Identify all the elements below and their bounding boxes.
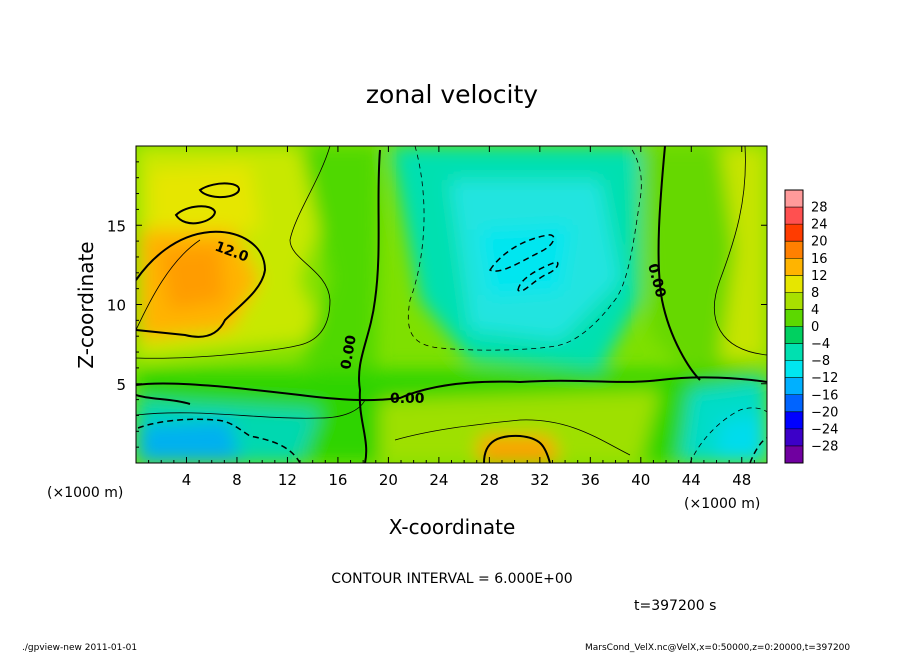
x-tick-label: 8	[232, 471, 242, 489]
colorbar-label: −28	[811, 439, 838, 454]
contour-minus6-center	[407, 146, 642, 351]
y-tick-label: 10	[107, 297, 126, 315]
colorbar: 28 24 20 16 12 8 4 0 −4 −8 −12 −16 −20 −24 −28	[784, 189, 838, 464]
colorbar-swatch	[785, 428, 803, 447]
contour-interval-text: CONTOUR INTERVAL = 6.000E+00	[331, 571, 572, 587]
contour-12-main-left	[136, 230, 267, 338]
colorbar-label: −4	[811, 337, 830, 352]
x-tick-label: 16	[328, 471, 347, 489]
x-tick-label: 36	[581, 471, 600, 489]
colorbar-label: 8	[811, 286, 819, 301]
contour-6-lower-left-band	[136, 399, 366, 419]
colorbar-swatch	[785, 445, 803, 464]
x-tick-label: 32	[530, 471, 549, 489]
colorbar-label: 24	[811, 218, 828, 233]
colorbar-swatch	[785, 241, 803, 259]
colorbar-swatch	[785, 258, 803, 276]
colorbar-swatch	[785, 292, 803, 310]
x-tick-label: 48	[732, 471, 751, 489]
x-tick-label: 44	[682, 471, 701, 489]
x-tick-label: 28	[480, 471, 499, 489]
y-tick-label: 5	[116, 376, 126, 394]
x-axis-ticks: 4 8 12 16 20 24 28 32 36 40 44 48	[148, 146, 755, 489]
colorbar-swatch	[785, 326, 803, 345]
colorbar-swatch	[785, 275, 803, 293]
colorbar-label: −8	[811, 354, 830, 369]
x-tick-label: 4	[182, 471, 192, 489]
contour-6-left-band	[136, 146, 331, 359]
field-green-left	[300, 146, 380, 400]
colorbar-label: 12	[811, 269, 828, 284]
colorbar-swatch	[785, 411, 803, 430]
field-yellow-right	[720, 146, 767, 360]
colorbar-swatch	[785, 207, 803, 225]
colorbar-label: 20	[811, 235, 828, 250]
colorbar-label: 0	[811, 320, 819, 335]
footer-right: MarsCond_VelX.nc@VelX,x=0:50000,z=0:2000…	[585, 643, 850, 653]
contour-0-right-vertical	[657, 146, 701, 381]
colorbar-swatch	[785, 224, 803, 242]
field-blue-lower-left	[140, 420, 240, 463]
time-text: t=397200 s	[634, 598, 716, 614]
colorbar-label: −16	[811, 388, 838, 403]
footer-left: ./gpview-new 2011-01-01	[22, 643, 137, 653]
colorbar-swatch	[785, 309, 803, 327]
colorbar-swatch	[785, 190, 803, 208]
colorbar-label: −12	[811, 371, 838, 386]
contour-6-right-band	[714, 146, 767, 356]
contour-minus12-lower-left	[137, 418, 301, 463]
contour-0-left-vertical	[358, 149, 381, 463]
contour-12-upper-left	[198, 182, 240, 198]
contour-6-lower-center	[394, 419, 631, 456]
colorbar-label: 16	[811, 252, 828, 267]
x-unit-left: (×1000 m)	[47, 485, 123, 501]
contour-minus6-lower-right	[689, 407, 767, 463]
chart-title: zonal velocity	[366, 80, 538, 109]
x-tick-label: 12	[278, 471, 297, 489]
field-lightblue-lower-right	[715, 415, 767, 463]
colorbar-swatch	[785, 343, 803, 362]
field-deep-orange-left	[160, 245, 225, 310]
y-axis-label: Z-coordinate	[74, 241, 98, 368]
colorbar-label: −24	[811, 422, 838, 437]
y-axis-ticks: 5 10 15	[107, 161, 767, 448]
contour-minus12-center-small	[517, 261, 559, 292]
x-tick-label: 40	[631, 471, 650, 489]
x-axis-label: X-coordinate	[389, 515, 516, 539]
y-tick-label: 15	[107, 217, 126, 235]
contour-minus12-lower-right	[749, 437, 767, 463]
field-yellow-lower	[380, 390, 660, 463]
contour-12-small-left	[174, 205, 217, 225]
plot-area: 12.0 0.00 0.00 0.00	[136, 146, 767, 463]
contour-label-0-left: 0.00	[338, 334, 360, 371]
colorbar-swatch	[785, 377, 803, 396]
contour-0-lower-left	[136, 394, 191, 405]
x-unit-right: (×1000 m)	[684, 496, 760, 512]
field-orange-bottom-center	[478, 436, 560, 463]
x-tick-label: 20	[379, 471, 398, 489]
colorbar-swatch	[785, 394, 803, 413]
colorbar-swatch	[785, 360, 803, 379]
colorbar-label: −20	[811, 405, 838, 420]
contour-12-bottom-center	[483, 434, 551, 463]
x-tick-label: 24	[429, 471, 448, 489]
contour-label-0-bottom: 0.00	[390, 391, 425, 407]
contour-6-upper	[136, 239, 201, 331]
colorbar-label: 28	[811, 201, 828, 216]
contour-0-bottom	[136, 376, 767, 402]
colorbar-label: 4	[811, 303, 819, 318]
